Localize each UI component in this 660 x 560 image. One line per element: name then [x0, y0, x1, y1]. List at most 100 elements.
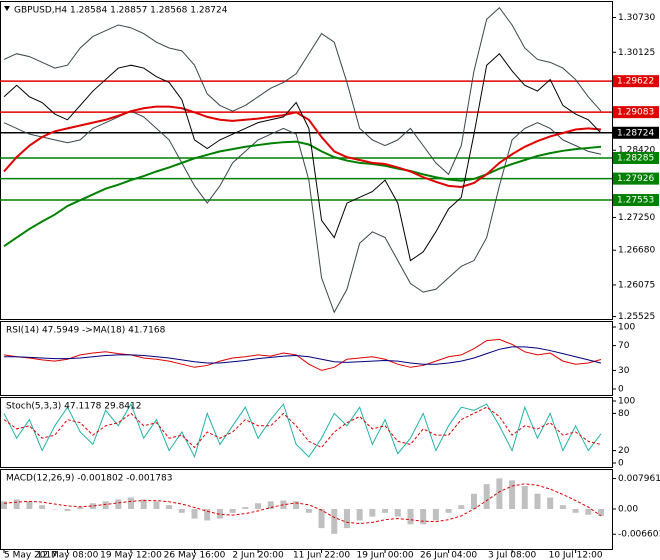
symbol-icon	[4, 6, 10, 11]
series-line	[3, 7, 602, 176]
series-line	[3, 52, 602, 262]
level-label: 1.28724	[617, 128, 654, 138]
histogram-bar	[572, 509, 579, 513]
histogram-bar	[153, 501, 160, 509]
histogram-bar	[496, 478, 503, 509]
histogram-bar	[521, 486, 528, 509]
series-line	[3, 483, 602, 525]
histogram-bar	[255, 503, 262, 509]
y-tick-label: 100	[618, 397, 635, 407]
panel-frame	[0, 321, 613, 396]
y-tick-label: 0.007961	[618, 474, 660, 484]
histogram-bar	[458, 505, 465, 509]
x-tick-label: 11 Jun 22:00	[293, 551, 350, 560]
level-label: 1.27553	[617, 196, 654, 206]
y-tick-label: 20	[618, 446, 630, 456]
histogram-bar	[559, 505, 566, 509]
histogram-bar	[318, 509, 325, 529]
histogram-bar	[191, 509, 198, 519]
series-line	[3, 110, 602, 314]
panel-title: GBPUSD,H4 1.28584 1.28857 1.28568 1.2872…	[14, 6, 228, 16]
histogram-bar	[26, 501, 33, 509]
y-tick-label: 1.25525	[618, 312, 655, 322]
x-tick-label: 5 May 2017	[4, 551, 57, 560]
histogram-bar	[39, 505, 46, 509]
level-label: 1.29622	[617, 77, 654, 87]
x-tick-label: 2 Jun 20:00	[232, 551, 284, 560]
histogram-bar	[204, 509, 211, 521]
y-tick-label: 100	[618, 323, 635, 333]
histogram-bar	[547, 497, 554, 509]
level-tag	[613, 106, 659, 119]
series-line	[3, 402, 602, 459]
histogram-bar	[470, 493, 477, 509]
histogram-bar	[267, 501, 274, 509]
level-label: 1.29083	[617, 108, 654, 118]
level-tag	[613, 75, 659, 88]
panel-title: Stoch(5,3,3) 47.1178 29.8412	[6, 402, 141, 412]
histogram-bar	[432, 509, 439, 521]
series-line	[3, 140, 602, 248]
histogram-bar	[51, 509, 58, 510]
histogram-bar	[407, 509, 414, 525]
histogram-bar	[64, 509, 71, 511]
panel-frame	[0, 1, 613, 320]
panel-title: MACD(12,26,9) -0.001802 -0.001783	[6, 474, 172, 484]
level-tag	[613, 172, 659, 185]
histogram-bar	[585, 509, 592, 515]
histogram-bar	[369, 509, 376, 517]
histogram-bar	[89, 503, 96, 509]
histogram-bar	[102, 501, 109, 509]
histogram-bar	[115, 499, 122, 509]
histogram-bar	[420, 509, 427, 525]
histogram-bar	[343, 509, 350, 529]
y-tick-label: 0.00	[618, 505, 638, 515]
level-tag	[613, 126, 659, 139]
histogram-bar	[216, 509, 223, 519]
level-label: 1.27926	[617, 174, 654, 184]
y-tick-label: 30	[618, 366, 630, 376]
x-tick-label: 12 May 08:00	[37, 551, 99, 560]
panel-title: RSI(14) 47.5949 ->MA(18) 41.7168	[6, 326, 166, 336]
histogram-bar	[356, 509, 363, 521]
x-tick-label: 26 May 16:00	[164, 551, 226, 560]
histogram-bar	[509, 480, 516, 509]
histogram-bar	[598, 509, 604, 516]
series-line	[3, 338, 602, 371]
histogram-bar	[77, 507, 84, 509]
histogram-bar	[331, 509, 338, 534]
histogram-bar	[128, 497, 135, 509]
level-label: 1.28285	[617, 153, 654, 163]
level-tag	[613, 151, 659, 164]
histogram-bar	[305, 509, 312, 513]
y-tick-label: 80	[618, 409, 630, 419]
series-line	[3, 406, 602, 449]
histogram-bar	[293, 501, 300, 509]
histogram-bar	[534, 493, 541, 509]
y-tick-label: 0	[618, 385, 624, 395]
y-tick-label: 1.30125	[618, 48, 655, 58]
series-line	[4, 346, 602, 365]
histogram-bar	[382, 509, 389, 513]
histogram-bar	[445, 509, 452, 513]
x-tick-label: 19 May 12:00	[100, 551, 162, 560]
histogram-bar	[13, 499, 20, 509]
level-tag	[613, 194, 659, 207]
y-tick-label: 1.28420	[618, 146, 655, 156]
histogram-bar	[1, 501, 7, 509]
y-tick-label: 0	[618, 459, 624, 469]
x-tick-label: 3 Jul 08:00	[488, 551, 537, 560]
histogram-bar	[483, 484, 490, 509]
x-tick-label: 26 Jun 04:00	[420, 551, 477, 560]
histogram-bar	[242, 507, 249, 509]
x-tick-label: 10 Jul 12:00	[549, 551, 603, 560]
y-tick-label: 1.27250	[618, 213, 655, 223]
histogram-bar	[140, 499, 147, 509]
histogram-bar	[178, 509, 185, 513]
panel-frame	[0, 397, 613, 468]
x-tick-label: 19 Jun 00:00	[356, 551, 413, 560]
y-tick-label: 1.26075	[618, 280, 655, 290]
y-tick-label: -0.006601	[618, 530, 660, 540]
